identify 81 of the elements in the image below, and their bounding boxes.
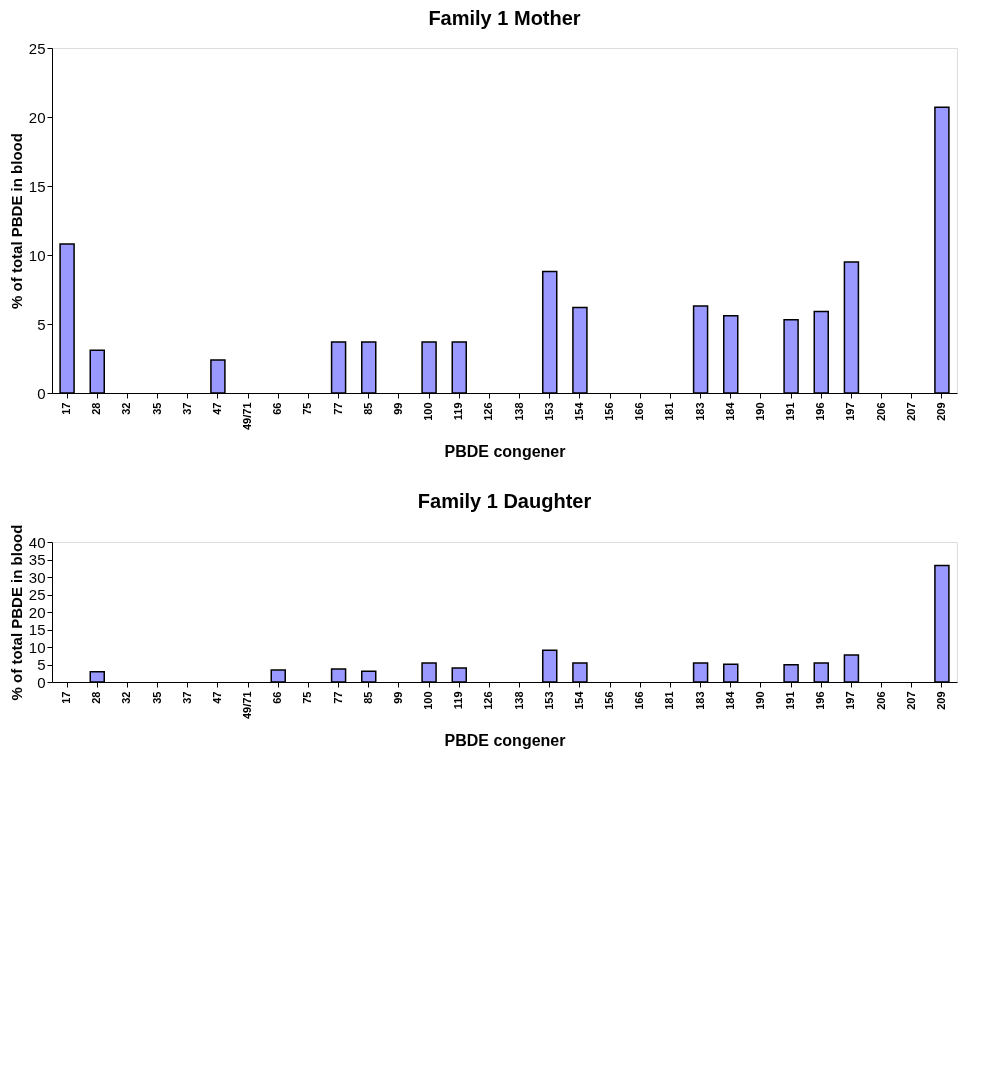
x-tick-label: 49/71: [241, 402, 254, 431]
y-tick-label: 0: [37, 384, 46, 402]
x-tick-label: 207: [904, 691, 917, 710]
x-tick-label: 47: [210, 402, 223, 415]
x-tick-label: 166: [633, 402, 646, 421]
y-tick-label: 20: [28, 108, 46, 126]
x-tick-label: 66: [271, 402, 284, 415]
x-tick-label: 196: [814, 402, 827, 421]
x-tick-label: 66: [271, 691, 284, 704]
x-tick-label: 191: [784, 691, 797, 710]
x-tick-label: 196: [814, 691, 827, 710]
x-tick-label: 166: [633, 691, 646, 710]
x-tick-label: 154: [572, 690, 585, 710]
x-tick-label: 154: [572, 401, 585, 421]
x-tick-label: 126: [482, 402, 495, 421]
y-tick-label: 30: [28, 568, 46, 586]
x-tick-label: 28: [90, 691, 103, 704]
chart-title: Family 1 Daughter: [417, 490, 592, 513]
y-tick-label: 10: [28, 246, 46, 264]
x-tick-label: 99: [391, 691, 404, 704]
x-axis-title: PBDE congener: [444, 443, 566, 461]
x-tick-label: 156: [603, 691, 616, 710]
x-tick-label: 197: [844, 691, 857, 710]
x-tick-label: 184: [723, 690, 736, 710]
y-tick-label: 5: [37, 656, 46, 673]
x-tick-label: 35: [150, 691, 163, 704]
y-axis-title: % of total PBDE in blood: [7, 133, 25, 309]
x-tick-label: 138: [512, 691, 525, 710]
x-tick-label: 181: [663, 691, 676, 710]
x-tick-label: 35: [150, 402, 163, 415]
x-tick-label: 184: [723, 401, 736, 421]
x-tick-label: 47: [210, 691, 223, 704]
y-tick-label: 0: [37, 673, 46, 691]
x-tick-label: 209: [934, 691, 947, 710]
x-tick-label: 99: [391, 402, 404, 415]
x-tick-label: 138: [512, 402, 525, 421]
x-tick-label: 126: [482, 691, 495, 710]
y-tick-label: 40: [28, 533, 46, 551]
x-tick-label: 17: [60, 691, 73, 704]
x-tick-label: 190: [753, 691, 766, 710]
x-tick-label: 37: [180, 691, 193, 704]
x-tick-label: 156: [603, 402, 616, 421]
x-tick-label: 119: [452, 402, 465, 421]
x-tick-label: 207: [904, 402, 917, 421]
x-tick-label: 206: [874, 402, 887, 421]
x-tick-label: 191: [784, 402, 797, 421]
x-tick-label: 153: [542, 691, 555, 710]
y-tick-label: 15: [28, 177, 46, 195]
x-tick-label: 209: [934, 402, 947, 421]
x-tick-label: 49/71: [241, 691, 254, 720]
x-tick-label: 37: [180, 402, 193, 415]
x-tick-label: 183: [693, 691, 706, 710]
x-tick-label: 181: [663, 402, 676, 421]
y-tick-label: 35: [28, 551, 46, 568]
x-tick-label: 77: [331, 691, 344, 704]
x-tick-label: 197: [844, 402, 857, 421]
x-tick-label: 77: [331, 402, 344, 415]
x-tick-label: 75: [301, 691, 314, 704]
y-tick-label: 20: [28, 603, 46, 621]
x-tick-label: 32: [120, 402, 133, 415]
y-axis-title: % of total PBDE in blood: [7, 524, 25, 701]
chart-title: Family 1 Mother: [428, 7, 581, 29]
x-tick-label: 206: [874, 691, 887, 710]
x-tick-label: 100: [422, 402, 435, 421]
x-tick-label: 28: [90, 402, 103, 415]
x-tick-label: 85: [361, 691, 374, 704]
x-axis-title: PBDE congener: [444, 732, 566, 750]
x-tick-label: 153: [542, 402, 555, 421]
x-tick-label: 32: [120, 691, 133, 704]
x-tick-label: 183: [693, 402, 706, 421]
y-tick-label: 15: [28, 621, 46, 638]
y-tick-label: 5: [37, 315, 46, 333]
y-tick-label: 25: [28, 586, 46, 603]
y-tick-label: 25: [28, 39, 46, 57]
x-tick-label: 119: [452, 691, 465, 710]
x-tick-label: 85: [361, 402, 374, 415]
x-tick-label: 190: [753, 402, 766, 421]
x-tick-label: 100: [422, 691, 435, 710]
y-tick-label: 10: [28, 638, 46, 656]
x-tick-label: 75: [301, 402, 314, 415]
x-tick-label: 17: [60, 402, 73, 415]
